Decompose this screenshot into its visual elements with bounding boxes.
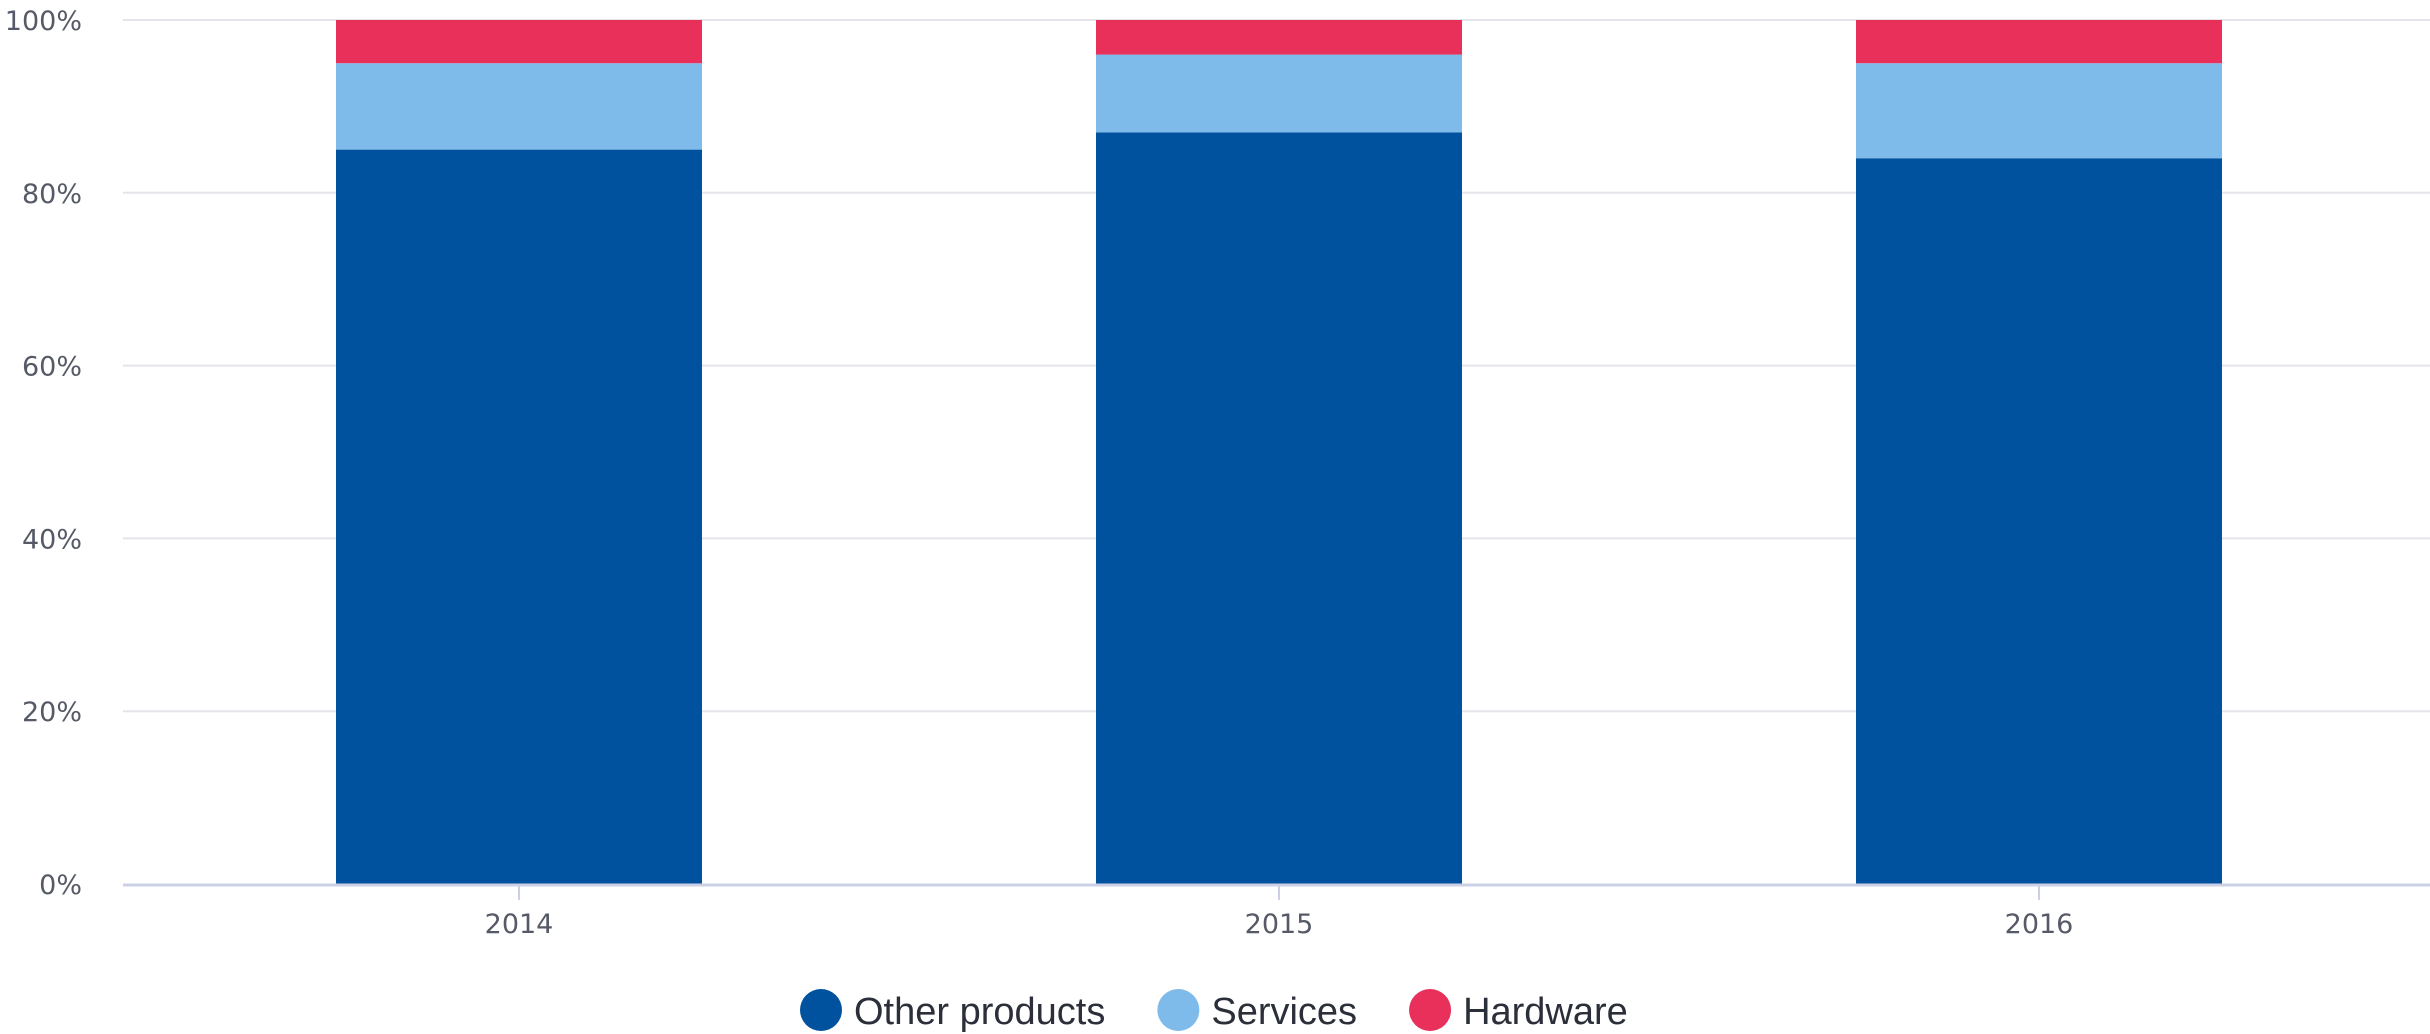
bar-segment-other-products (336, 149, 702, 885)
bar-segment-other-products (1856, 158, 2222, 885)
legend: Other products Services Hardware (800, 989, 1628, 1033)
bar-segment-services (1096, 54, 1462, 133)
legend-marker (800, 989, 842, 1031)
legend-label: Other products (854, 991, 1105, 1033)
x-tick-label: 2016 (2005, 909, 2074, 940)
bars (336, 20, 2222, 885)
bar-segment-other-products (1096, 132, 1462, 884)
y-tick-label: 0% (39, 870, 82, 901)
bar-segment-hardware (336, 20, 702, 64)
bar-segment-services (1856, 63, 2222, 159)
legend-marker (1409, 989, 1452, 1031)
bar-segment-hardware (1856, 20, 2222, 64)
x-tick-label: 2014 (485, 909, 554, 940)
bar-segment-hardware (1096, 20, 1462, 55)
legend-label: Hardware (1463, 991, 1628, 1033)
x-axis: 2014 2015 2016 (123, 883, 2430, 940)
legend-label: Services (1211, 991, 1357, 1033)
legend-marker (1157, 989, 1200, 1031)
y-tick-label: 60% (22, 352, 82, 383)
y-tick-label: 20% (22, 697, 82, 728)
y-tick-label: 80% (22, 179, 82, 210)
y-tick-label: 100% (5, 6, 82, 37)
x-tick-label: 2015 (1245, 909, 1314, 940)
y-axis: 0% 20% 40% 60% 80% 100% (5, 6, 82, 901)
y-tick-label: 40% (22, 524, 82, 555)
bar-segment-services (336, 63, 702, 150)
